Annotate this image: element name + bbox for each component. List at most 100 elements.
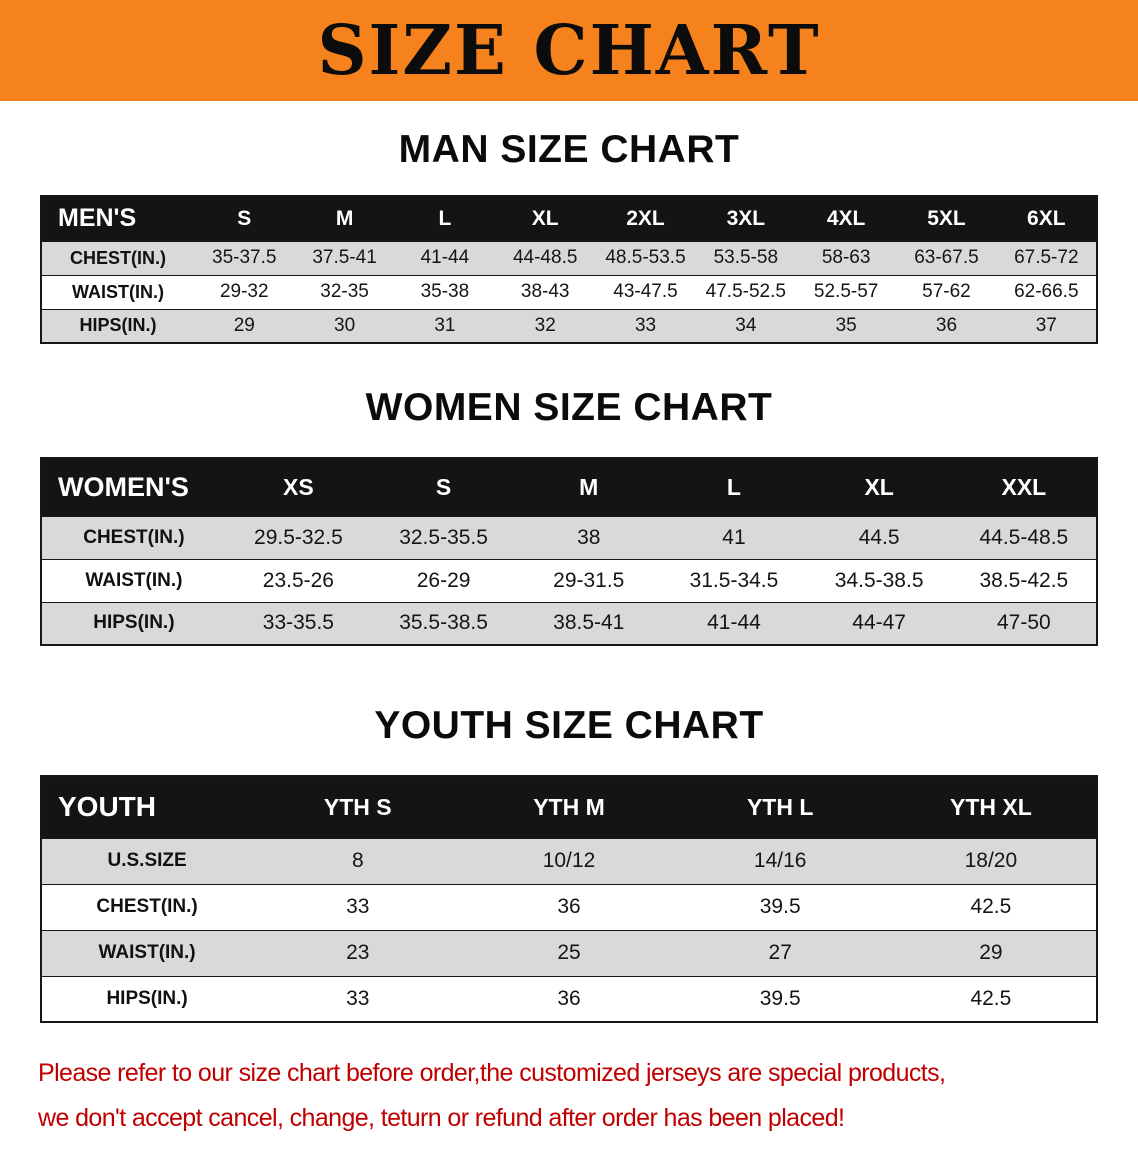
size-value-cell: 43-47.5	[613, 281, 678, 302]
women-measurement-row: WAIST(IN.) 23.5-26 26-29 29-31.5 31.5-34.5 34…	[41, 559, 1097, 602]
size-value-cell: 10/12	[542, 849, 596, 872]
size-value-cell: 47.5-52.5	[705, 281, 786, 302]
page-title: SIZE CHART	[317, 10, 821, 91]
size-value-cell: 42.5	[970, 895, 1012, 918]
size-value-cell: 34	[735, 314, 757, 336]
size-value-cell: 44.5-48.5	[979, 525, 1069, 549]
size-value-cell: 33	[634, 314, 657, 336]
measurement-row-label: HIPS(IN.)	[79, 315, 157, 336]
measurement-row-label: CHEST(IN.)	[83, 526, 185, 548]
youth-section-heading: YOUTH SIZE CHART	[374, 704, 764, 747]
women-size-chart-section: WOMEN SIZE CHART WOMEN'S XS S M L XL XXL CHEST(…	[0, 386, 1138, 646]
youth-size-column-header: YTH XL	[885, 776, 1097, 838]
size-value-cell: 48.5-53.5	[605, 247, 686, 268]
women-size-column-header: XL	[806, 458, 952, 516]
size-value-cell: 41	[722, 525, 746, 549]
size-value-cell: 38	[577, 525, 601, 549]
size-value-cell: 25	[557, 941, 581, 964]
size-value-cell: 14/16	[753, 849, 807, 872]
women-size-column-header: M	[516, 458, 662, 516]
men-size-column-header: 3XL	[695, 196, 796, 241]
size-value-cell: 30	[334, 314, 356, 336]
size-value-cell: 29-31.5	[553, 568, 625, 592]
size-value-cell: 47-50	[997, 611, 1051, 635]
men-size-column-header: S	[194, 196, 295, 241]
size-value-cell: 44.5	[858, 525, 900, 549]
measurement-row-label: CHEST(IN.)	[96, 896, 198, 917]
women-size-column-header: L	[661, 458, 807, 516]
size-value-cell: 29-32	[219, 281, 269, 302]
size-value-cell: 41-44	[420, 247, 470, 268]
size-value-cell: 35-38	[420, 281, 470, 302]
women-measurement-row: HIPS(IN.) 33-35.5 35.5-38.5 38.5-41 41-44 44-…	[41, 602, 1097, 645]
youth-size-table: YOUTH YTH S YTH M YTH L YTH XL U.S.SIZE 8 10/12…	[40, 775, 1098, 1023]
size-value-cell: 41-44	[707, 611, 761, 635]
size-value-cell: 52.5-57	[813, 281, 879, 302]
size-value-cell: 33	[346, 895, 370, 918]
size-value-cell: 8	[351, 849, 364, 872]
size-value-cell: 32-35	[320, 281, 369, 302]
size-value-cell: 67.5-72	[1014, 247, 1079, 268]
measurement-row-label: CHEST(IN.)	[70, 247, 167, 268]
men-measurement-row: CHEST(IN.) 35-37.5 37.5-41 41-44 44-48.5 48.5…	[41, 241, 1097, 275]
measurement-row-label: U.S.SIZE	[107, 850, 187, 871]
women-section-heading: WOMEN SIZE CHART	[365, 386, 773, 429]
size-value-cell: 38.5-41	[553, 611, 625, 635]
youth-header-row: YOUTH YTH S YTH M YTH L YTH XL	[41, 776, 1097, 838]
size-value-cell: 38-43	[520, 281, 570, 302]
men-size-table: MEN'S S M L XL 2XL 3XL 4XL 5XL 6XL CHEST(IN.) 35-37…	[40, 195, 1098, 344]
size-value-cell: 37.5-41	[312, 247, 377, 268]
size-value-cell: 58-63	[821, 247, 871, 268]
size-value-cell: 36	[935, 314, 958, 336]
size-value-cell: 62-66.5	[1014, 281, 1079, 302]
size-value-cell: 39.5	[759, 986, 801, 1010]
youth-measurement-row: U.S.SIZE 8 10/12 14/16 18/20	[41, 838, 1097, 884]
size-value-cell: 31	[434, 314, 456, 336]
men-size-column-header: 2XL	[595, 196, 696, 241]
size-value-cell: 39.5	[759, 895, 801, 918]
women-size-column-header: S	[370, 458, 517, 516]
women-measurement-row: CHEST(IN.) 29.5-32.5 32.5-35.5 38 41 44.5 44.5…	[41, 516, 1097, 559]
youth-measurement-row: HIPS(IN.) 33 36 39.5 42.5	[41, 976, 1097, 1022]
men-table-label: MEN'S	[41, 196, 195, 241]
youth-size-column-header: YTH L	[674, 776, 886, 838]
size-value-cell: 38.5-42.5	[979, 568, 1069, 592]
size-value-cell: 31.5-34.5	[689, 568, 779, 592]
men-size-column-header: 5XL	[896, 196, 997, 241]
men-measurement-row: WAIST(IN.) 29-32 32-35 35-38 38-43 43-47.5 47.…	[41, 275, 1097, 309]
size-value-cell: 37	[1035, 314, 1057, 336]
disclaimer-line-1: Please refer to our size chart before or…	[38, 1059, 946, 1087]
men-size-column-header: 4XL	[795, 196, 897, 241]
youth-size-chart-section: YOUTH SIZE CHART YOUTH YTH S YTH M YTH L YTH…	[0, 704, 1138, 1023]
youth-measurement-row: WAIST(IN.) 23 25 27 29	[41, 930, 1097, 976]
size-value-cell: 32.5-35.5	[399, 525, 488, 549]
size-value-cell: 33-35.5	[262, 611, 334, 635]
men-measurement-row: HIPS(IN.) 29 30 31 32 33 34 35 36 37	[41, 309, 1097, 343]
size-value-cell: 44-48.5	[512, 247, 578, 268]
men-section-heading: MAN SIZE CHART	[398, 128, 740, 171]
size-value-cell: 42.5	[970, 986, 1012, 1010]
youth-size-column-header: YTH M	[463, 776, 675, 838]
women-size-table: WOMEN'S XS S M L XL XXL CHEST(IN.) 29.5-32.5 32.5…	[40, 457, 1098, 646]
men-size-column-header: M	[294, 196, 395, 241]
size-value-cell: 34.5-38.5	[834, 568, 924, 592]
size-chart-banner: SIZE CHART	[0, 0, 1138, 101]
size-value-cell: 36	[557, 895, 581, 918]
size-value-cell: 35-37.5	[212, 247, 277, 268]
size-value-cell: 32	[534, 314, 556, 336]
youth-measurement-row: CHEST(IN.) 33 36 39.5 42.5	[41, 884, 1097, 930]
disclaimer-line-2: we don't accept cancel, change, teturn o…	[38, 1103, 845, 1132]
size-value-cell: 18/20	[964, 849, 1018, 872]
women-header-row: WOMEN'S XS S M L XL XXL	[41, 458, 1097, 516]
size-value-cell: 53.5-58	[713, 247, 779, 268]
size-value-cell: 44-47	[852, 611, 906, 635]
size-value-cell: 36	[557, 986, 581, 1010]
measurement-row-label: WAIST(IN.)	[98, 942, 196, 963]
men-size-column-header: L	[394, 196, 496, 241]
women-table-label: WOMEN'S	[41, 458, 226, 516]
women-size-column-header: XXL	[951, 458, 1097, 516]
size-value-cell: 35	[835, 314, 857, 336]
size-value-cell: 29.5-32.5	[254, 525, 343, 549]
youth-table-label: YOUTH	[41, 776, 253, 838]
men-size-column-header: XL	[495, 196, 596, 241]
